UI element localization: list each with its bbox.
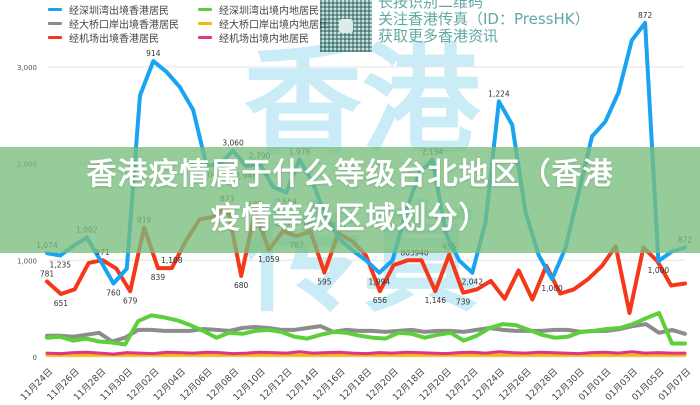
promo-line-follow: 关注香港传真（ID：PressHK） xyxy=(378,10,590,28)
data-point-label: 760 xyxy=(106,289,121,298)
legend-swatch-icon xyxy=(198,7,212,11)
title-overlay-band xyxy=(0,147,700,253)
data-point-label: 1,000 xyxy=(541,284,563,293)
data-point-label: 839 xyxy=(151,273,166,282)
legend-label: 经大桥口岸出境香港居民 xyxy=(69,19,179,31)
legend-item[interactable]: 经深圳湾出境香港居民 xyxy=(48,2,169,17)
legend-swatch-icon xyxy=(198,35,212,39)
data-point-label: 656 xyxy=(373,296,388,305)
article-title-line1: 香港疫情属于什么等级台北地区（香港 xyxy=(86,157,614,192)
y-tick-label: 1,000 xyxy=(17,257,37,265)
data-point-label: 1,059 xyxy=(258,255,280,264)
x-axis: 11月24日11月26日11月28日11月30日12月02日12月04日12月0… xyxy=(18,366,693,403)
series-line xyxy=(45,311,687,347)
qr-code-icon[interactable] xyxy=(320,0,372,52)
article-title-line2: 疫情等级区域划分） xyxy=(210,201,490,236)
legend-item[interactable]: 经大桥口岸出境内地居民 xyxy=(198,16,329,31)
legend-label: 经机场出境内地居民 xyxy=(219,33,309,45)
data-point-label: 1,224 xyxy=(488,89,510,98)
legend-swatch-icon xyxy=(198,21,212,25)
article-title: 香港疫情属于什么等级台北地区（香港 疫情等级区域划分） xyxy=(0,153,700,241)
data-point-label: 1,108 xyxy=(161,256,183,265)
data-point-label: 781 xyxy=(40,269,55,278)
data-point-label: 3,060 xyxy=(222,139,244,148)
data-point-label: 2,042 xyxy=(462,278,484,287)
series-layer xyxy=(45,20,687,357)
data-point-label: 872 xyxy=(638,11,653,20)
promo-banner: 长按识别二维码 关注香港传真（ID：PressHK） 获取更多香港资讯 xyxy=(320,0,590,52)
legend-item[interactable]: 经深圳湾出境内地居民 xyxy=(198,2,319,17)
legend-label: 经大桥口岸出境内地居民 xyxy=(219,19,329,31)
data-point-label: 739 xyxy=(456,298,471,307)
data-point-label: 679 xyxy=(123,296,138,305)
legend-swatch-icon xyxy=(48,21,62,25)
data-point-label: 651 xyxy=(54,299,69,308)
data-point-label: 680 xyxy=(234,281,249,290)
legend-swatch-icon xyxy=(48,7,62,11)
legend-label: 经深圳湾出境香港居民 xyxy=(69,5,169,17)
y-tick-label: 0 xyxy=(33,354,37,362)
series-line xyxy=(45,204,687,315)
data-point-label: 1,235 xyxy=(50,260,72,269)
promo-line-scan: 长按识别二维码 xyxy=(378,0,484,11)
promo-line-more: 获取更多香港资讯 xyxy=(378,27,499,45)
legend-swatch-icon xyxy=(48,35,62,39)
data-point-label: 1,000 xyxy=(648,266,670,275)
legend-item[interactable]: 经机场出境内地居民 xyxy=(198,30,309,45)
legend-label: 经机场出境香港居民 xyxy=(69,33,159,45)
series-line xyxy=(45,350,687,356)
legend-item[interactable]: 经机场出境香港居民 xyxy=(48,30,159,45)
data-point-label: 1,994 xyxy=(369,278,391,287)
data-point-label: 1,146 xyxy=(425,296,447,305)
y-tick-label: 3,000 xyxy=(17,64,37,72)
data-point-label: 595 xyxy=(317,278,332,287)
legend-item[interactable]: 经大桥口岸出境香港居民 xyxy=(48,16,179,31)
data-point-label: 914 xyxy=(146,49,161,58)
legend-label: 经深圳湾出境内地居民 xyxy=(219,5,319,17)
